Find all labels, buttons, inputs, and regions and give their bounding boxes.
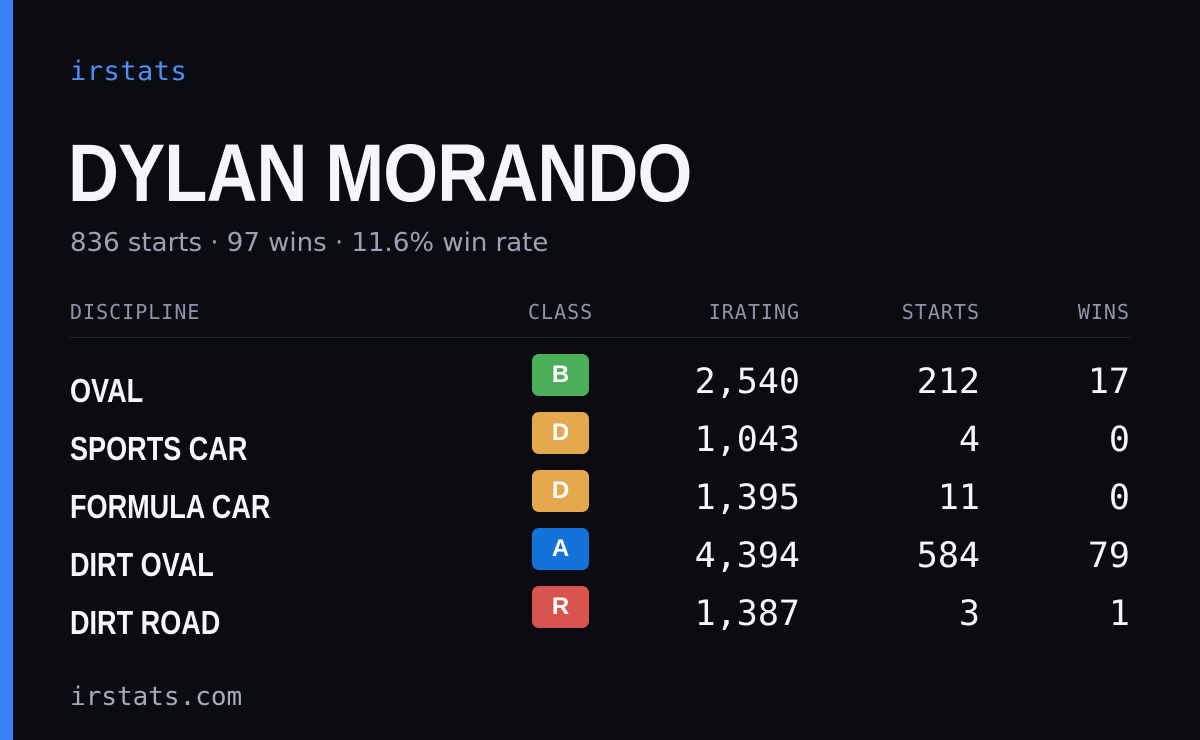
starts-value: 3 — [958, 594, 980, 634]
driver-summary: 836 starts · 97 wins · 11.6% win rate — [70, 228, 548, 258]
wins-summary: 97 wins — [226, 228, 327, 258]
header-class: CLASS — [528, 300, 594, 324]
header-wins: WINS — [1077, 300, 1130, 324]
summary-separator: · — [210, 228, 219, 258]
discipline-name: OVAL — [70, 372, 144, 409]
starts-value: 584 — [916, 536, 980, 576]
footer-domain: irstats.com — [70, 682, 243, 712]
class-badge: R — [532, 586, 589, 628]
irating-value: 1,043 — [694, 420, 800, 460]
win-rate-summary: 11.6% win rate — [351, 228, 549, 258]
wins-value: 0 — [1108, 478, 1130, 518]
header-irating: IRATING — [708, 300, 800, 324]
table-row: SPORTS CAR D 1,043 4 0 — [70, 412, 1130, 482]
table-row: DIRT OVAL A 4,394 584 79 — [70, 528, 1130, 598]
header-starts: STARTS — [901, 300, 980, 324]
starts-value: 4 — [958, 420, 980, 460]
header-discipline: DISCIPLINE — [70, 300, 201, 324]
irating-value: 1,387 — [694, 594, 800, 634]
wins-value: 79 — [1087, 536, 1130, 576]
table-row: OVAL B 2,540 212 17 — [70, 354, 1130, 424]
irating-value: 4,394 — [694, 536, 800, 576]
wins-value: 0 — [1108, 420, 1130, 460]
irating-value: 1,395 — [694, 478, 800, 518]
starts-summary: 836 starts — [70, 228, 202, 258]
starts-value: 11 — [937, 478, 980, 518]
table-row: FORMULA CAR D 1,395 11 0 — [70, 470, 1130, 540]
summary-separator: · — [334, 228, 344, 258]
class-badge: B — [532, 354, 589, 396]
discipline-name: SPORTS CAR — [70, 430, 248, 467]
wins-value: 17 — [1087, 362, 1130, 402]
driver-name: DYLAN MORANDO — [68, 128, 692, 219]
discipline-name: DIRT ROAD — [70, 604, 221, 641]
discipline-name: DIRT OVAL — [70, 546, 214, 583]
starts-value: 212 — [916, 362, 980, 402]
table-header: DISCIPLINE CLASS IRATING STARTS WINS — [70, 300, 1130, 338]
class-badge: A — [532, 528, 589, 570]
discipline-name: FORMULA CAR — [70, 488, 271, 525]
brand-logo-text: irstats — [70, 56, 188, 87]
class-badge: D — [532, 412, 589, 454]
wins-value: 1 — [1108, 594, 1130, 634]
table-row: DIRT ROAD R 1,387 3 1 — [70, 586, 1130, 656]
class-badge: D — [532, 470, 589, 512]
accent-bar — [0, 0, 13, 740]
irating-value: 2,540 — [694, 362, 800, 402]
